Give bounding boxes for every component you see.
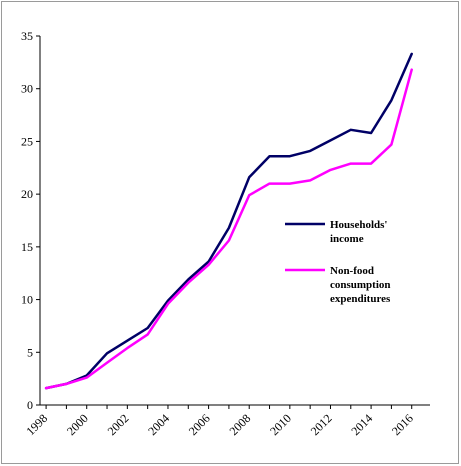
y-tick-label: 30	[21, 82, 33, 96]
x-tick-label: 2010	[267, 411, 294, 438]
y-tick-label: 20	[21, 187, 33, 201]
y-tick-label: 0	[27, 398, 33, 412]
legend-label: consumption	[330, 279, 391, 291]
x-tick-label: 2016	[389, 411, 416, 438]
non-food-consumption-line	[44, 68, 413, 390]
y-tick-label: 25	[21, 134, 33, 148]
legend-label: Non-food	[330, 265, 374, 277]
y-tick-label: 5	[27, 345, 33, 359]
x-tick-label: 2012	[308, 411, 335, 438]
legend-label: expenditures	[330, 293, 391, 305]
legend: Households' income Non-food consumption expe…	[285, 219, 391, 305]
y-tick-label: 35	[21, 29, 33, 43]
x-tick-label: 2004	[145, 411, 172, 438]
y-tick-label: 10	[21, 293, 33, 307]
legend-label: Households'	[330, 219, 387, 231]
x-axis-ticks: 1998 2000 2002 2004 2006 2008 2010 2012 2014 2016	[23, 405, 416, 438]
x-tick-label: 1998	[23, 411, 50, 438]
x-tick-label: 2000	[64, 411, 91, 438]
households-income-line	[44, 52, 413, 390]
y-tick-label: 15	[21, 240, 33, 254]
legend-label: income	[330, 233, 364, 245]
x-tick-label: 2008	[226, 411, 253, 438]
x-tick-label: 2006	[186, 411, 213, 438]
legend-households-income: Households' income	[285, 219, 387, 245]
x-tick-label: 2014	[348, 411, 375, 438]
axes	[39, 36, 430, 406]
series-lines	[44, 52, 413, 390]
y-axis-ticks: 0 5 10 15 20 25 30 35	[21, 29, 40, 412]
legend-non-food-consumption: Non-food consumption expenditures	[285, 265, 391, 305]
x-tick-label: 2002	[105, 411, 132, 438]
